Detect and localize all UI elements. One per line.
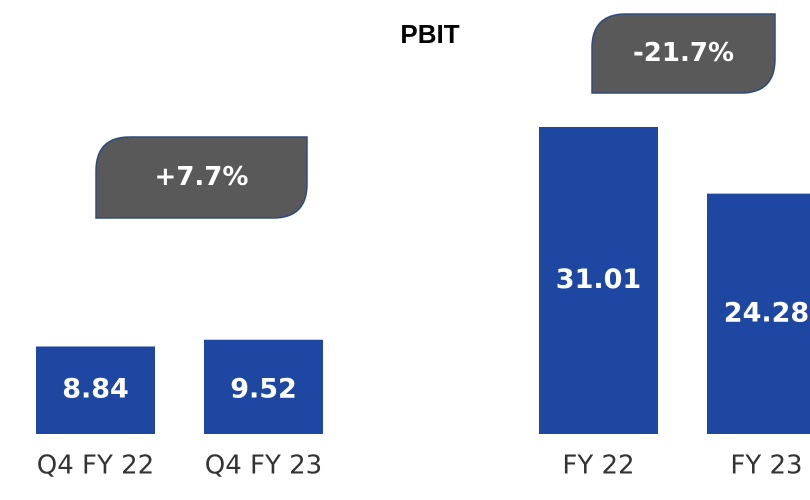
bar	[707, 193, 810, 434]
x-tick-label: FY 22	[562, 451, 634, 481]
x-tick-label: Q4 FY 22	[37, 451, 154, 481]
value-label: 9.52	[230, 374, 297, 405]
chart-title: PBIT	[400, 19, 459, 49]
annotation-box	[591, 13, 776, 94]
bar	[204, 339, 323, 434]
x-tick-label: FY 23	[730, 451, 802, 481]
x-tick-label: Q4 FY 23	[205, 451, 322, 481]
value-label: 31.01	[556, 264, 641, 295]
annotation: -21.7%	[633, 38, 734, 68]
value-label: 8.84	[62, 374, 129, 405]
annotation-box	[95, 136, 308, 219]
value-label: 24.28	[724, 297, 809, 328]
bar	[539, 127, 658, 434]
annotation: +7.7%	[155, 162, 249, 192]
bar	[36, 346, 155, 434]
